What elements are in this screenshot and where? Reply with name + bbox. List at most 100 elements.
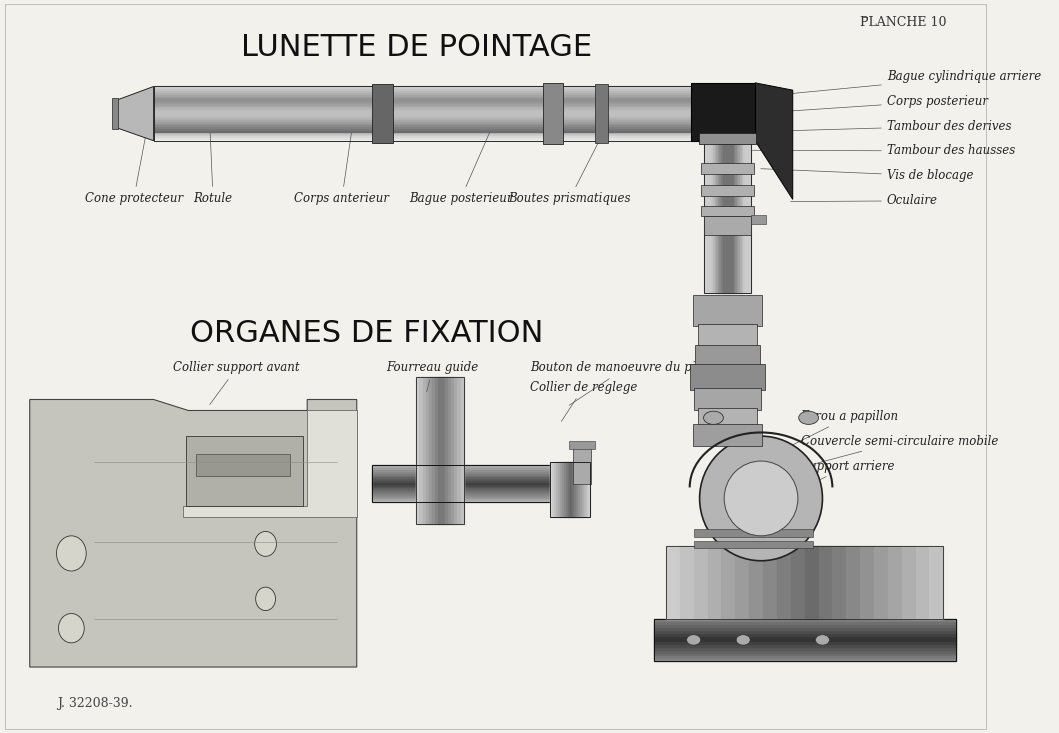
Bar [695,345,760,366]
Bar [747,141,748,293]
Bar [154,126,377,128]
Ellipse shape [58,614,85,643]
Bar [550,462,552,517]
Text: Oculaire: Oculaire [791,194,938,207]
Bar [392,105,599,106]
Bar [392,86,599,141]
Bar [392,112,599,114]
Bar [432,377,435,524]
Bar [112,98,118,129]
Bar [608,108,694,110]
Bar [154,112,377,114]
Bar [186,436,303,506]
Bar [372,491,579,493]
Bar [791,546,805,619]
Bar [372,84,393,143]
Bar [154,106,377,108]
Bar [154,97,377,99]
Text: Vis de blocage: Vis de blocage [760,169,973,183]
Bar [392,139,599,141]
Bar [703,216,751,235]
Bar [715,141,716,293]
Bar [581,462,584,517]
Circle shape [815,635,829,645]
Bar [916,546,930,619]
Bar [608,103,694,105]
Bar [608,122,694,125]
Text: Boutes prismatiques: Boutes prismatiques [508,133,631,205]
Bar [654,622,956,625]
Bar [750,141,751,293]
Bar [372,478,579,480]
Bar [562,462,563,517]
Bar [744,141,747,293]
Text: Support arriere: Support arriere [787,460,894,496]
Bar [566,462,568,517]
Bar [461,377,464,524]
Bar [154,115,377,117]
Bar [154,130,377,132]
Bar [721,141,722,293]
Bar [608,99,694,101]
Bar [654,641,956,644]
Bar [579,462,581,517]
Bar [608,121,694,122]
Bar [392,128,599,130]
Bar [154,86,377,141]
Bar [719,141,721,293]
Bar [154,137,377,139]
Bar [860,546,874,619]
Bar [721,546,735,619]
Bar [710,141,712,293]
Bar [748,141,750,293]
Polygon shape [755,83,793,199]
Text: Fourreau guide: Fourreau guide [387,361,479,391]
Bar [699,133,756,144]
Bar [737,141,738,293]
Bar [705,141,706,293]
Bar [372,482,579,484]
Bar [586,462,588,517]
Bar [654,658,956,661]
Text: Ecrou a papillon: Ecrou a papillon [784,410,899,449]
Bar [392,115,599,117]
Bar [608,132,694,133]
Bar [552,462,554,517]
Bar [372,490,579,491]
Bar [154,114,377,115]
Bar [572,462,574,517]
Bar [654,644,956,647]
Bar [392,114,599,115]
Bar [751,215,766,224]
Polygon shape [690,83,755,141]
Bar [392,90,599,92]
Bar [608,112,694,114]
Bar [608,94,694,95]
Ellipse shape [254,531,276,556]
Bar [154,128,377,130]
Bar [372,471,579,473]
Bar [154,99,377,101]
Polygon shape [183,410,357,517]
Bar [731,141,732,293]
Bar [416,377,464,524]
Bar [554,462,556,517]
Bar [594,84,609,143]
Bar [578,462,579,517]
Bar [712,141,713,293]
Bar [543,83,562,144]
Bar [454,377,457,524]
Bar [550,462,590,517]
Bar [608,125,694,126]
Bar [703,141,751,293]
Bar [392,88,599,90]
Bar [392,94,599,95]
Bar [392,121,599,122]
Bar [743,141,744,293]
Bar [573,443,591,484]
Text: Collier support avant: Collier support avant [174,361,300,405]
Bar [654,619,956,622]
Ellipse shape [703,411,723,424]
Bar [740,141,741,293]
Bar [706,141,708,293]
